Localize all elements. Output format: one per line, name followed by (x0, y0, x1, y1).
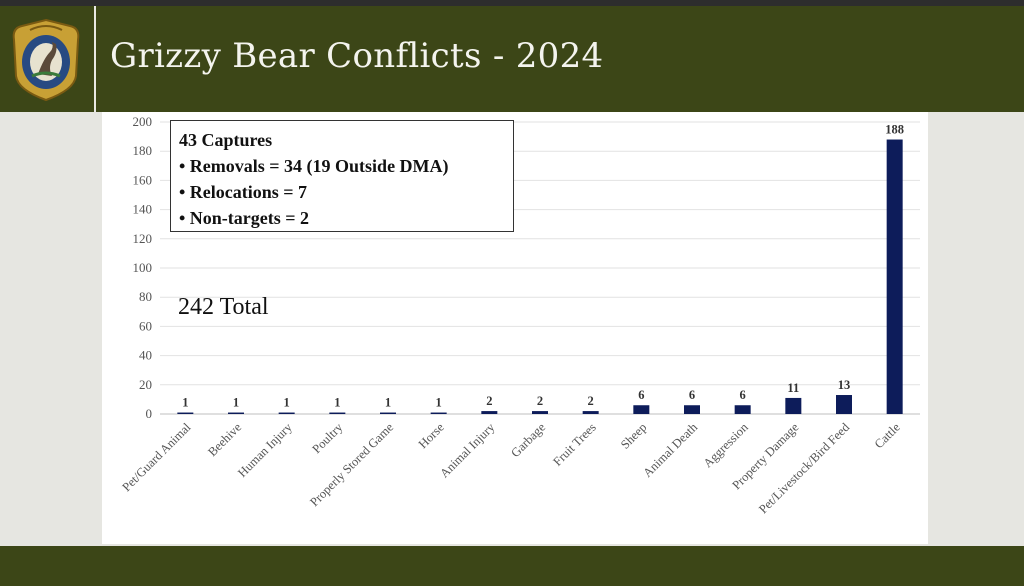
agency-badge-logo (8, 18, 84, 102)
x-category-label: Sheep (618, 420, 650, 452)
bar-value-label: 6 (740, 388, 746, 402)
slide-footer (0, 546, 1024, 586)
bar-value-label: 188 (885, 123, 904, 137)
y-tick-label: 100 (133, 260, 153, 275)
x-category-label: Human Injury (235, 420, 295, 480)
bar (278, 412, 295, 414)
bar-value-label: 1 (385, 396, 391, 410)
x-category-label: Properly Stored Game (307, 420, 396, 509)
chart-panel: 0 20 40 60 80 100 120 140 160 180 200 1 Pet/Guard An… (102, 112, 928, 544)
non-targets-line: • Non-targets = 2 (179, 208, 310, 228)
x-category-label: Aggression (701, 420, 752, 471)
bar-value-label: 13 (838, 378, 851, 392)
x-category-label: Cattle (872, 420, 903, 451)
bar (329, 412, 346, 414)
bar-value-label: 1 (436, 396, 442, 410)
bar (734, 405, 751, 414)
top-edge-strip (0, 0, 1024, 6)
y-tick-label: 60 (139, 318, 152, 333)
x-category-label: Horse (416, 420, 447, 451)
page-title: Grizzy Bear Conflicts - 2024 (110, 36, 604, 76)
bar-value-label: 1 (334, 396, 340, 410)
bar (785, 397, 802, 414)
bar-value-label: 2 (537, 394, 543, 408)
x-category-label: Animal Death (640, 420, 700, 480)
slide-header: Grizzy Bear Conflicts - 2024 (0, 6, 1024, 112)
y-tick-label: 40 (139, 348, 152, 363)
bar (228, 412, 244, 414)
removals-line: • Removals = 34 (19 Outside DMA) (179, 156, 449, 176)
bar (430, 412, 447, 414)
bar-value-label: 6 (638, 388, 644, 402)
bar (380, 412, 396, 414)
x-category-label: Fruit Trees (550, 420, 599, 469)
bar (481, 411, 498, 414)
y-tick-label: 140 (133, 202, 153, 217)
bar (532, 411, 548, 414)
x-category-label: Poultry (310, 420, 346, 456)
y-tick-label: 80 (139, 289, 152, 304)
bar (684, 405, 700, 414)
bar (886, 139, 903, 414)
bar-value-label: 1 (284, 396, 290, 410)
bar (836, 395, 852, 414)
header-divider (94, 6, 96, 112)
bar-value-label: 1 (182, 396, 188, 410)
bar-value-label: 2 (486, 394, 492, 408)
relocations-line: • Relocations = 7 (179, 182, 308, 202)
bar (633, 405, 650, 414)
bar-value-label: 6 (689, 388, 695, 402)
y-tick-label: 20 (139, 377, 152, 392)
y-tick-label: 120 (133, 231, 153, 246)
bar (582, 411, 599, 414)
captures-line: 43 Captures (179, 130, 273, 150)
x-category-label: Pet/Guard Animal (119, 420, 193, 494)
x-category-label: Beehive (205, 420, 244, 459)
total-conflicts-label: 242 Total (178, 294, 269, 320)
x-category-label: Pet/Livestock/Bird Feed (756, 420, 853, 517)
bar (177, 412, 194, 414)
x-category-label: Garbage (508, 420, 548, 460)
y-tick-label: 160 (133, 172, 153, 187)
bar-value-label: 1 (233, 396, 239, 410)
x-category-label: Animal Injury (437, 420, 498, 481)
y-tick-label: 180 (133, 143, 153, 158)
y-tick-label: 0 (146, 406, 153, 421)
bar-value-label: 11 (787, 381, 799, 395)
captures-summary-box: 43 Captures • Removals = 34 (19 Outside … (170, 120, 514, 232)
bar-value-label: 2 (588, 394, 594, 408)
y-tick-label: 200 (133, 114, 153, 129)
